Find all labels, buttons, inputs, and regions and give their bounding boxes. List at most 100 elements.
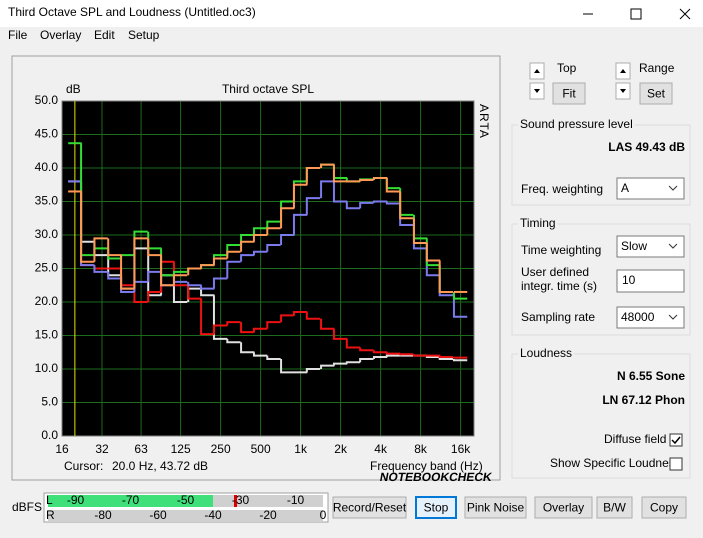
x-tick-label: 63	[134, 442, 148, 456]
step-segment	[266, 220, 281, 229]
step-segment	[372, 350, 388, 354]
step-segment	[212, 324, 228, 335]
checkbox[interactable]	[669, 457, 683, 471]
meter-scale: -60	[149, 508, 167, 522]
step-segment	[266, 227, 281, 235]
button-label[interactable]: Fit	[562, 87, 576, 101]
step-segment	[452, 358, 468, 362]
menu-item[interactable]: File	[8, 28, 28, 42]
button-label[interactable]: Overlay	[543, 501, 584, 515]
group-title-bg	[518, 216, 558, 231]
group-title: Timing	[520, 216, 556, 230]
step-segment	[452, 291, 468, 300]
button-label[interactable]: Stop	[424, 501, 449, 515]
button-label[interactable]: Set	[647, 87, 666, 101]
step-segment	[147, 270, 162, 282]
select-chevron	[668, 243, 678, 249]
menu-item[interactable]: Edit	[94, 28, 115, 42]
select-value[interactable]: 48000	[621, 310, 655, 324]
step-segment	[252, 352, 268, 357]
spin-down-arrow	[534, 89, 540, 93]
step-segment	[200, 264, 215, 269]
step-segment	[345, 201, 361, 210]
step-segment	[305, 167, 321, 185]
y-tick-label: 5.0	[41, 395, 58, 409]
window-title: Third Octave SPL and Loudness (Untitled.…	[8, 5, 256, 19]
button[interactable]	[464, 496, 527, 519]
checkmark	[671, 436, 681, 445]
maximize-button[interactable]	[630, 8, 642, 20]
step-segment	[385, 352, 401, 355]
select-value[interactable]: A	[621, 181, 629, 195]
step-segment	[438, 260, 454, 293]
step-segment	[359, 201, 374, 209]
x-tick-label: 16k	[451, 442, 471, 456]
button-label[interactable]: Pink Noise	[467, 501, 525, 515]
button-label[interactable]: B/W	[603, 501, 626, 515]
meter-scale: -20	[259, 508, 277, 522]
step-segment	[266, 244, 281, 252]
step-segment	[187, 285, 202, 300]
y-tick-label: 30.0	[35, 227, 59, 241]
step-segment	[226, 338, 241, 344]
menu-item[interactable]: Overlay	[40, 28, 81, 42]
loudness-ln: LN 67.12 Phon	[602, 393, 685, 407]
button[interactable]	[332, 496, 407, 519]
step-segment	[93, 265, 108, 273]
step-segment	[240, 254, 255, 262]
button-label[interactable]: Copy	[650, 501, 678, 515]
checkbox-label: Show Specific Loudness	[550, 456, 681, 470]
meter-peak	[234, 495, 237, 507]
step-segment	[280, 207, 295, 229]
step-segment	[332, 362, 348, 366]
step-segment	[240, 240, 255, 252]
step-segment	[80, 191, 95, 263]
meter-track	[48, 510, 323, 522]
x-tick-label: 2k	[334, 442, 348, 456]
step-segment	[200, 298, 215, 336]
text-input[interactable]	[616, 269, 685, 293]
step-segment	[452, 356, 468, 359]
integr-time-value[interactable]: 10	[622, 273, 636, 287]
button[interactable]	[639, 82, 673, 105]
step-segment	[332, 181, 348, 203]
select[interactable]	[616, 235, 685, 258]
step-segment	[399, 353, 414, 356]
x-tick-label: 125	[171, 442, 191, 456]
select[interactable]	[616, 177, 685, 200]
meter-scale: -90	[67, 493, 85, 507]
checkbox-label: Diffuse field	[604, 432, 666, 446]
close-button[interactable]	[679, 8, 691, 20]
watermark: NOTEBOOKCHECK	[379, 470, 494, 484]
meter-scale: -70	[122, 493, 140, 507]
step-segment	[292, 213, 308, 235]
group-title-bg	[518, 346, 575, 361]
x-tick-label: 32	[95, 442, 109, 456]
spl-value: LAS 49.43 dB	[608, 140, 685, 154]
step-segment	[252, 227, 268, 235]
step-segment	[226, 250, 241, 259]
button[interactable]	[641, 496, 687, 519]
y-tick-label: 40.0	[35, 160, 59, 174]
step-segment	[359, 179, 374, 182]
step-segment	[252, 250, 268, 256]
spin-up-arrow	[620, 69, 626, 73]
integr-label: User defined	[521, 265, 589, 279]
select-value[interactable]: Slow	[621, 239, 647, 253]
button-label[interactable]: Record/Reset	[333, 501, 407, 515]
button[interactable]	[596, 496, 633, 519]
button[interactable]	[534, 496, 593, 519]
select[interactable]	[616, 306, 685, 329]
x-tick-label: 250	[211, 442, 231, 456]
button[interactable]	[415, 496, 457, 519]
step-segment	[399, 191, 414, 220]
step-segment	[212, 295, 228, 340]
step-segment	[345, 338, 361, 349]
x-tick-label: 8k	[414, 442, 428, 456]
step-segment	[292, 183, 308, 209]
button[interactable]	[552, 82, 586, 105]
menu-item[interactable]: Setup	[128, 28, 160, 42]
step-segment	[332, 328, 348, 340]
checkbox[interactable]	[669, 433, 683, 447]
step-segment	[172, 270, 188, 276]
